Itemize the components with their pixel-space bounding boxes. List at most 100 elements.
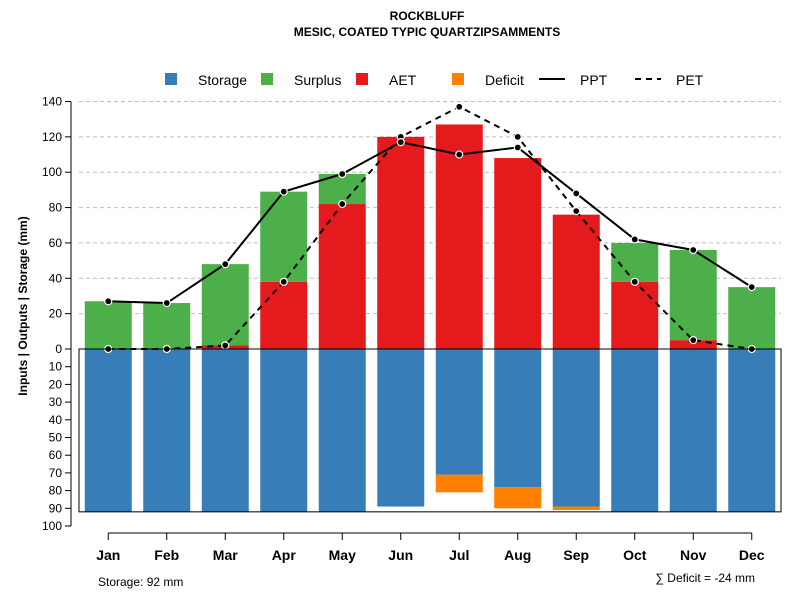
bar-surplus-mar <box>201 264 249 346</box>
bar-storage-sep <box>552 349 600 507</box>
y-tick-label-120: 120 <box>42 130 62 144</box>
bar-aet-jun <box>377 136 425 349</box>
bar-surplus-nov <box>669 250 717 341</box>
chart-title: ROCKBLUFF <box>390 9 465 23</box>
x-tick-label-oct: Oct <box>623 547 647 563</box>
legend-swatch-deficit <box>452 73 464 85</box>
bar-surplus-dec <box>728 287 776 349</box>
line-pet <box>108 105 752 350</box>
bar-aet-apr <box>260 281 308 349</box>
bar-aet-oct <box>611 281 659 349</box>
point-ppt-jul <box>455 150 464 159</box>
bar-storage-aug <box>494 349 542 488</box>
y-tick-label-bottom-10: 10 <box>49 360 63 374</box>
point-ppt-may <box>338 169 347 179</box>
point-pet-jul <box>455 102 464 111</box>
legend-label-pet: PET <box>676 72 704 88</box>
legend-swatch-surplus <box>261 73 273 85</box>
y-tick-label-bottom-40: 40 <box>49 413 63 427</box>
point-ppt-jan <box>104 297 113 306</box>
bar-storage-nov <box>669 349 717 512</box>
bar-storage-oct <box>611 349 659 512</box>
point-ppt-aug <box>513 143 522 152</box>
point-ppt-dec <box>747 283 756 292</box>
x-tick-label-sep: Sep <box>563 547 589 563</box>
y-tick-label-20: 20 <box>49 307 63 321</box>
legend-label-surplus: Surplus <box>294 72 341 88</box>
bar-storage-jul <box>435 349 483 475</box>
y-tick-label-bottom-20: 20 <box>49 377 63 391</box>
bar-aet-may <box>318 204 366 349</box>
gridlines <box>79 101 781 315</box>
x-tick-label-jul: Jul <box>449 547 469 563</box>
point-pet-may <box>338 199 347 209</box>
bar-aet-aug <box>494 158 542 349</box>
y-tick-label-bottom-80: 80 <box>49 484 63 498</box>
y-tick-label-bottom-90: 90 <box>49 501 63 515</box>
y-tick-label-bottom-100: 100 <box>42 519 62 533</box>
x-tick-label-feb: Feb <box>154 547 179 563</box>
x-tick-label-dec: Dec <box>739 547 765 563</box>
bar-aet-sep <box>552 214 600 349</box>
point-ppt-oct <box>630 235 639 244</box>
bar-storage-dec <box>728 349 776 512</box>
x-tick-label-aug: Aug <box>504 547 531 563</box>
x-tick-label-may: May <box>329 547 356 563</box>
legend-label-deficit: Deficit <box>485 72 524 88</box>
x-tick-label-jun: Jun <box>388 547 413 563</box>
x-tick-label-nov: Nov <box>680 547 707 563</box>
y-tick-label-bottom-60: 60 <box>49 448 63 462</box>
bar-storage-feb <box>143 349 191 512</box>
legend-label-aet: AET <box>389 72 417 88</box>
x-tick-label-apr: Apr <box>272 547 297 563</box>
bar-surplus-apr <box>260 191 308 282</box>
point-pet-mar <box>221 341 230 350</box>
bar-storage-may <box>318 349 366 512</box>
bar-storage-jan <box>84 349 132 512</box>
point-ppt-mar <box>221 260 230 269</box>
y-tick-label-40: 40 <box>49 271 63 285</box>
bar-aet-jul <box>435 124 483 349</box>
point-pet-sep <box>572 207 581 216</box>
y-tick-label-bottom-70: 70 <box>49 466 63 480</box>
bar-aet-nov <box>669 340 717 349</box>
point-pet-apr <box>279 277 288 286</box>
bars <box>78 124 782 513</box>
point-pet-oct <box>630 277 639 286</box>
y-tick-label-100: 100 <box>42 165 62 179</box>
point-ppt-feb <box>162 298 171 308</box>
point-ppt-sep <box>572 189 581 198</box>
line-ppt <box>108 141 753 305</box>
legend-swatch-storage <box>165 73 177 85</box>
bar-deficit-sep <box>552 506 600 511</box>
point-ppt-jun <box>396 138 405 147</box>
y-axis-label: Inputs | Outputs | Storage (mm) <box>16 216 30 395</box>
y-tick-label-80: 80 <box>49 201 63 215</box>
y-tick-label-140: 140 <box>42 95 62 109</box>
deficit-note: ∑ Deficit = -24 mm <box>655 571 755 585</box>
legend-label-ppt: PPT <box>580 72 608 88</box>
bar-storage-jun <box>377 349 425 507</box>
y-tick-label-bottom-30: 30 <box>49 395 63 409</box>
bar-deficit-aug <box>494 487 542 509</box>
bar-surplus-feb <box>143 303 191 349</box>
point-ppt-apr <box>279 187 288 196</box>
bar-surplus-jan <box>84 301 132 349</box>
x-tick-label-jan: Jan <box>96 547 120 563</box>
x-tick-label-mar: Mar <box>213 547 238 563</box>
axes: 0 20 40 60 80 100 120 140 10 20 30 40 50 60 70 80 90 100 J… <box>42 95 781 563</box>
point-pet-nov <box>689 336 698 345</box>
series-lines <box>104 102 756 354</box>
point-ppt-nov <box>689 245 698 255</box>
y-tick-label-bottom-50: 50 <box>49 431 63 445</box>
bar-storage-apr <box>260 349 308 512</box>
chart-subtitle: MESIC, COATED TYPIC QUARTZIPSAMMENTS <box>294 25 560 39</box>
legend-label-storage: Storage <box>198 72 247 88</box>
y-tick-label-0: 0 <box>55 342 62 356</box>
bar-deficit-jul <box>435 474 483 493</box>
y-tick-label-60: 60 <box>49 236 63 250</box>
legend: Storage Surplus AET Deficit PPT PET <box>165 72 704 88</box>
storage-note: Storage: 92 mm <box>98 575 183 589</box>
